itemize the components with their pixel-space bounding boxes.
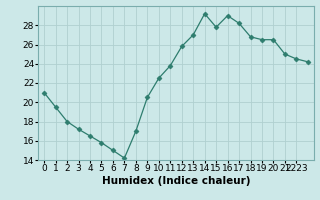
X-axis label: Humidex (Indice chaleur): Humidex (Indice chaleur) [102,176,250,186]
